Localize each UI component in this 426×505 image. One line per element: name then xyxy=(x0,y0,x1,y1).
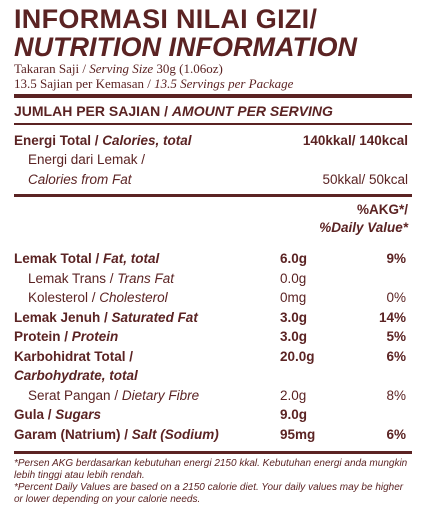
nutrient-label: Lemak Trans / Trans Fat xyxy=(28,270,175,286)
divider-medium xyxy=(14,194,412,197)
nutrient-amount: 2.0g xyxy=(280,387,307,403)
title-english: NUTRITION INFORMATION xyxy=(14,32,357,62)
nutrient-row: Lemak Jenuh / Saturated Fat 3.0g 14% xyxy=(14,308,412,328)
nutrient-amount: 6.0g xyxy=(280,251,308,266)
nutrient-amount: 0.0g xyxy=(280,270,307,286)
footnote-english: *Percent Daily Values are based on a 215… xyxy=(14,482,404,505)
nutrient-amount: 20.0g xyxy=(280,348,315,364)
nutrient-row: Gula / Sugars 9.0g xyxy=(14,405,412,425)
nutrient-row: Garam (Natrium) / Salt (Sodium) 95mg 6% xyxy=(14,425,412,445)
nutrient-daily-value: 9% xyxy=(386,251,406,266)
nutrient-daily-value: 5% xyxy=(386,329,406,344)
energy-total-row: Energi Total / Calories, total 140kkal/ … xyxy=(14,131,412,151)
nutrient-daily-value: 6% xyxy=(386,426,406,442)
nutrient-row: Kolesterol / Cholesterol 0mg 0% xyxy=(14,288,412,308)
nutrient-amount: 95mg xyxy=(280,426,316,442)
divider-thin xyxy=(14,123,412,125)
nutrient-daily-value: 14% xyxy=(378,309,406,325)
title-indonesian: INFORMASI NILAI GIZI/ xyxy=(14,4,318,34)
nutrient-label: Garam (Natrium) / Salt (Sodium) xyxy=(14,426,219,442)
nutrient-label: Lemak Total / Fat, total xyxy=(14,251,160,266)
nutrient-row: Carbohydrate, total xyxy=(14,366,412,386)
nutrient-label: Kolesterol / Cholesterol xyxy=(28,290,168,305)
nutrition-panel: INFORMASI NILAI GIZI/ NUTRITION INFORMAT… xyxy=(8,4,418,505)
servings-per-package: 13.5 Sajian per Kemasan / 13.5 Servings … xyxy=(14,76,294,91)
serving-size: Takaran Saji / Serving Size 30g (1.06oz) xyxy=(14,61,223,76)
nutrient-label: Gula / Sugars xyxy=(14,407,102,422)
energy-from-fat-value: 50kkal/ 50kcal xyxy=(322,171,408,187)
nutrient-daily-value: 6% xyxy=(386,348,406,364)
nutrient-label: Protein / Protein xyxy=(14,329,119,344)
nutrient-row: Karbohidrat Total / 20.0g 6% xyxy=(14,347,412,367)
nutrient-row: Lemak Total / Fat, total 6.0g 9% xyxy=(14,249,412,269)
amount-per-serving-header: JUMLAH PER SAJIAN / AMOUNT PER SERVING xyxy=(14,103,333,119)
footnote-indonesian: *Persen AKG berdasarkan kebutuhan energi… xyxy=(14,458,408,481)
energy-from-fat-row: Calories from Fat 50kkal/ 50kcal xyxy=(14,170,412,190)
akg-header-line1: %AKG*/ xyxy=(356,202,408,217)
nutrient-label: Carbohydrate, total xyxy=(14,368,138,383)
nutrient-label: Karbohidrat Total / xyxy=(14,348,134,364)
nutrient-list: Lemak Total / Fat, total 6.0g 9% Lemak Tran… xyxy=(14,249,412,444)
nutrient-amount: 0mg xyxy=(280,290,307,305)
nutrient-label: Serat Pangan / Dietary Fibre xyxy=(28,387,200,403)
nutrient-label: Lemak Jenuh / Saturated Fat xyxy=(14,309,198,325)
divider-thick xyxy=(14,94,412,98)
nutrient-daily-value: 8% xyxy=(386,387,406,403)
energy-from-fat-label-row: Energi dari Lemak / xyxy=(28,152,146,167)
nutrient-row: Protein / Protein 3.0g 5% xyxy=(14,327,412,347)
nutrient-daily-value: 0% xyxy=(386,290,406,305)
nutrient-amount: 3.0g xyxy=(280,329,308,344)
nutrient-amount: 9.0g xyxy=(280,407,308,422)
nutrient-amount: 3.0g xyxy=(280,309,308,325)
divider-footnote xyxy=(14,451,412,454)
nutrient-row: Serat Pangan / Dietary Fibre 2.0g 8% xyxy=(14,386,412,406)
energy-total-value: 140kkal/ 140kcal xyxy=(302,132,408,148)
akg-header-line2: %Daily Value* xyxy=(319,220,408,235)
nutrient-row: Lemak Trans / Trans Fat 0.0g xyxy=(14,269,412,289)
